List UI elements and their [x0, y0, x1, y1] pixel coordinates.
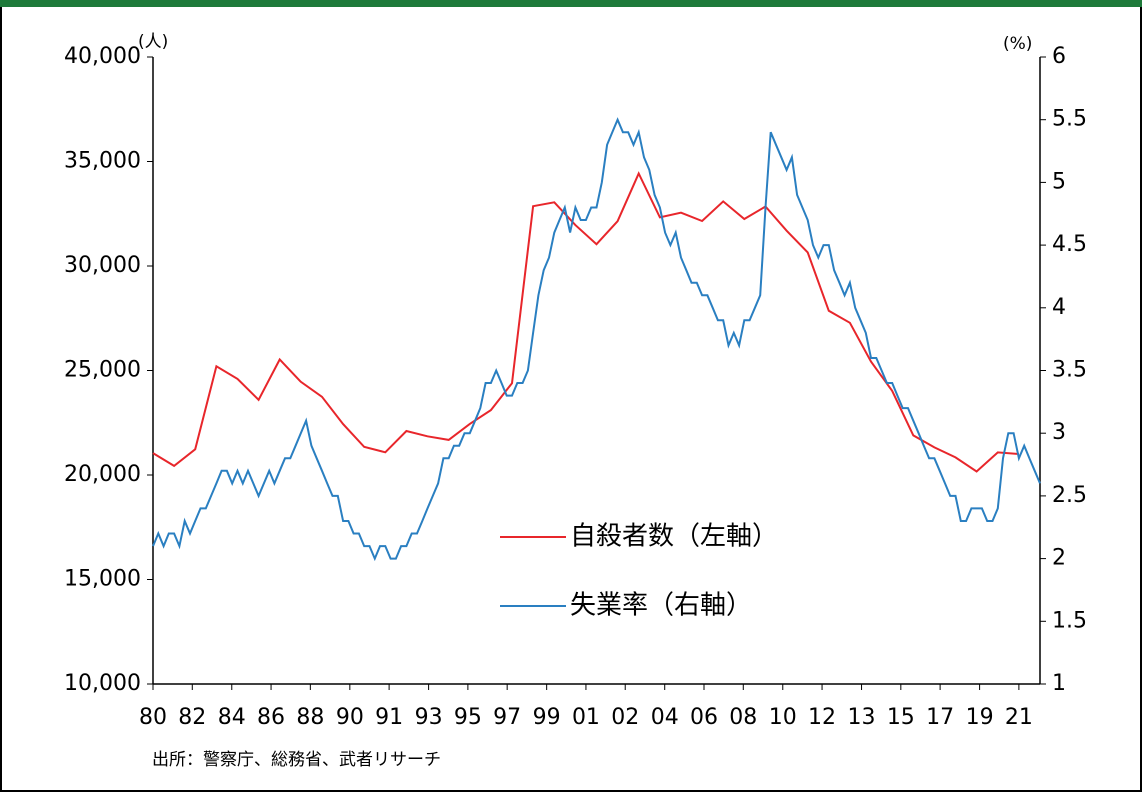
x-tick-label: 97 — [493, 705, 521, 730]
y-tick-label: 30,000 — [64, 253, 141, 278]
top-bar — [0, 0, 1142, 7]
x-tick-label: 93 — [415, 705, 443, 730]
y-tick-label: 40,000 — [64, 44, 141, 69]
x-tick-label: 01 — [572, 705, 600, 730]
x-tick-label: 88 — [296, 705, 324, 730]
x-tick-label: 04 — [651, 705, 679, 730]
x-tick-label: 15 — [887, 705, 915, 730]
legend-label: 自殺者数（左軸） — [570, 522, 778, 552]
y2-tick-label: 4 — [1052, 295, 1066, 320]
x-tick-label: 08 — [729, 705, 757, 730]
source-note: 出所：警察庁、総務省、武者リサーチ — [152, 750, 441, 770]
x-tick-label: 84 — [218, 705, 246, 730]
y-unit: (人) — [138, 32, 168, 52]
y-tick-label: 10,000 — [64, 671, 141, 696]
y2-tick-label: 3.5 — [1052, 358, 1087, 383]
series-line — [152, 171, 1019, 473]
y2-tick-label: 5 — [1052, 169, 1066, 194]
y2-tick-label: 5.5 — [1052, 107, 1087, 132]
x-tick-label: 12 — [808, 705, 836, 730]
y2-unit: (%) — [1003, 34, 1032, 54]
y-tick-label: 35,000 — [64, 149, 141, 174]
x-tick-label: 82 — [178, 705, 206, 730]
x-tick-label: 21 — [1005, 705, 1033, 730]
y2-tick-label: 6 — [1052, 44, 1066, 69]
x-tick-label: 17 — [926, 705, 954, 730]
x-tick-label: 91 — [375, 705, 403, 730]
x-tick-label: 90 — [336, 705, 364, 730]
x-tick-label: 10 — [769, 705, 797, 730]
x-tick-label: 86 — [257, 705, 285, 730]
y2-tick-label: 4.5 — [1052, 232, 1087, 257]
y2-tick-label: 2.5 — [1052, 483, 1087, 508]
y2-tick-label: 3 — [1052, 420, 1066, 445]
y-tick-label: 15,000 — [64, 567, 141, 592]
x-tick-label: 13 — [848, 705, 876, 730]
x-tick-label: 80 — [139, 705, 167, 730]
x-tick-label: 95 — [454, 705, 482, 730]
y-tick-label: 25,000 — [64, 358, 141, 383]
series-line — [152, 117, 1041, 562]
y2-tick-label: 1 — [1052, 671, 1066, 696]
x-tick-label: 99 — [533, 705, 561, 730]
legend-label: 失業率（右軸） — [570, 591, 752, 621]
y2-tick-label: 1.5 — [1052, 608, 1087, 633]
x-tick-label: 06 — [690, 705, 718, 730]
y2-tick-label: 2 — [1052, 546, 1066, 571]
y-tick-label: 20,000 — [64, 462, 141, 487]
x-tick-label: 02 — [611, 705, 639, 730]
x-tick-label: 19 — [966, 705, 994, 730]
